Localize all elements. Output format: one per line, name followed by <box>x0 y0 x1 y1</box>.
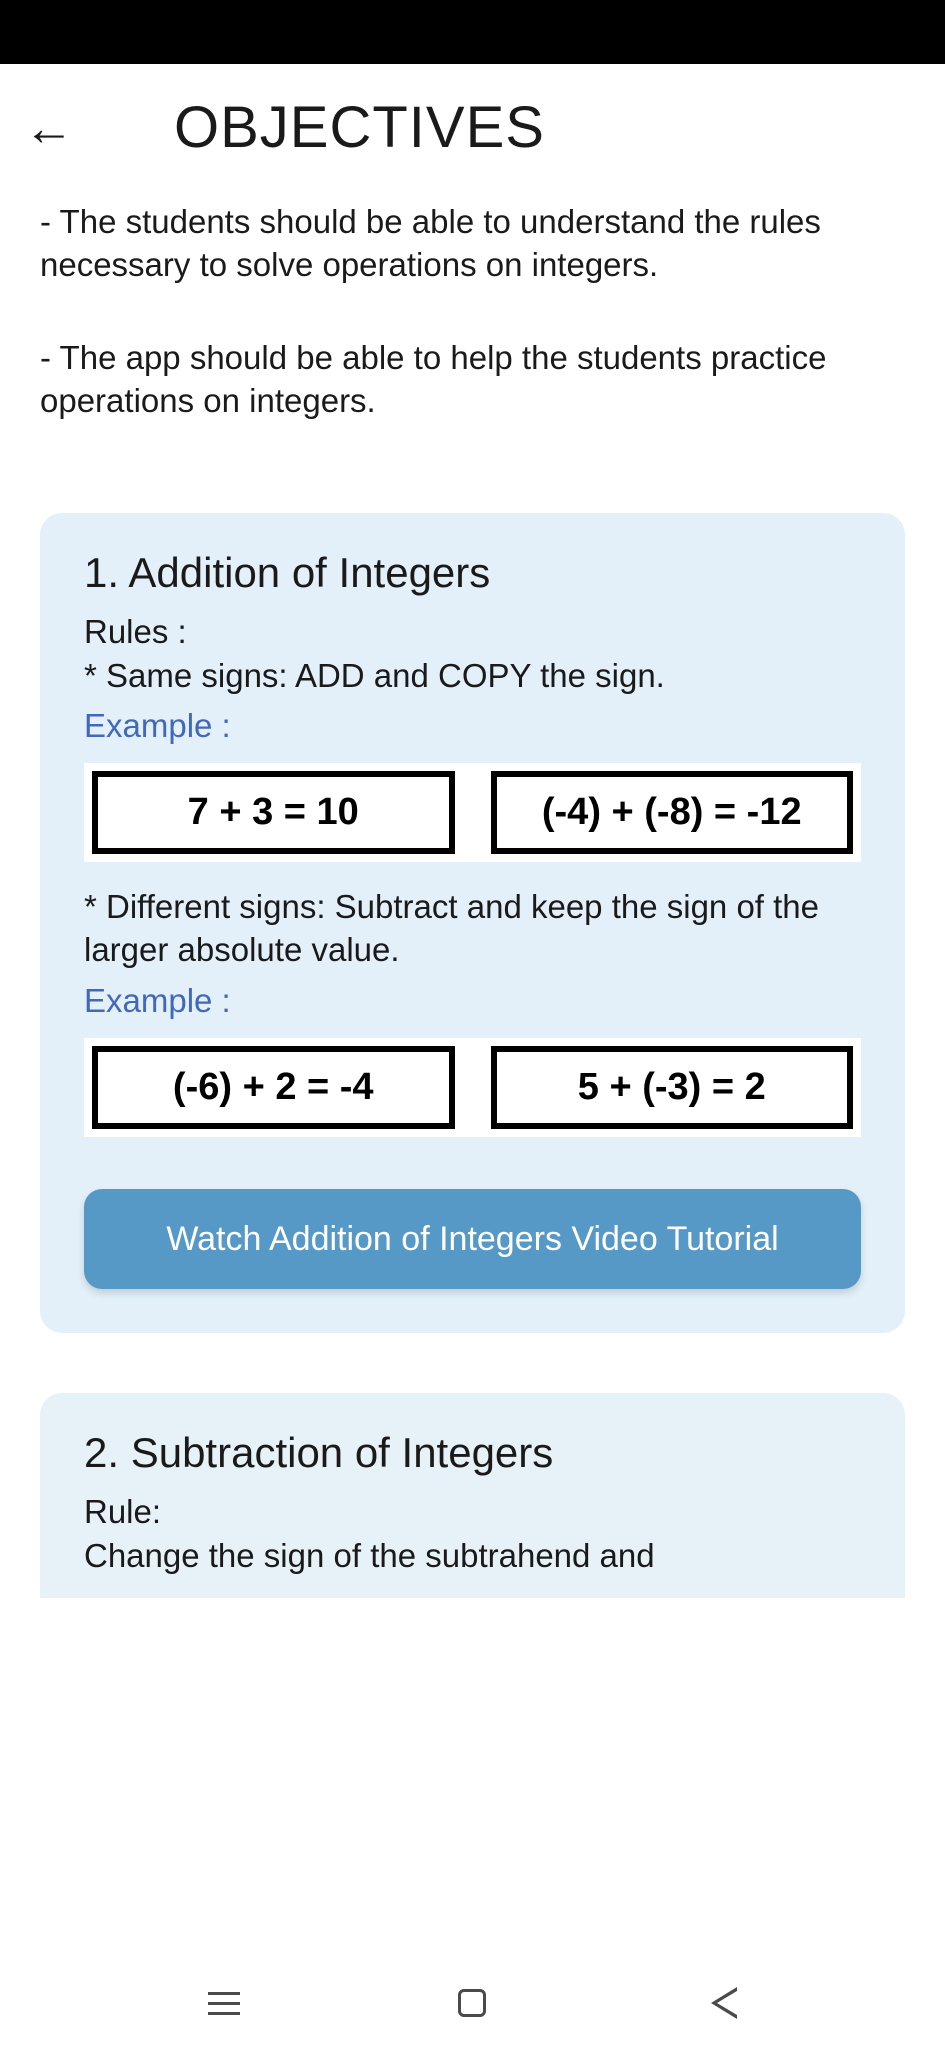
card-title: 1. Addition of Integers <box>84 549 861 597</box>
subtraction-card: 2. Subtraction of Integers Rule: Change … <box>40 1393 905 1598</box>
back-arrow-icon[interactable]: ← <box>24 99 74 157</box>
example-row: (-6) + 2 = -4 5 + (-3) = 2 <box>84 1038 861 1137</box>
example-label: Example : <box>84 707 861 745</box>
example-box: 7 + 3 = 10 <box>92 771 455 854</box>
rule-text: * Same signs: ADD and COPY the sign. <box>84 655 861 698</box>
header: ← OBJECTIVES <box>0 64 945 201</box>
rule-text: Change the sign of the subtrahend and <box>84 1535 861 1578</box>
card-title: 2. Subtraction of Integers <box>84 1429 861 1477</box>
example-label: Example : <box>84 982 861 1020</box>
menu-icon[interactable] <box>204 1983 244 2023</box>
objective-item: - The app should be able to help the stu… <box>40 337 905 423</box>
example-row: 7 + 3 = 10 (-4) + (-8) = -12 <box>84 763 861 862</box>
example-box: (-4) + (-8) = -12 <box>491 771 854 854</box>
status-bar <box>0 0 945 64</box>
addition-card: 1. Addition of Integers Rules : * Same s… <box>40 513 905 1334</box>
back-nav-icon[interactable] <box>701 1983 741 2023</box>
example-box: 5 + (-3) = 2 <box>491 1046 854 1129</box>
home-icon[interactable] <box>452 1983 492 2023</box>
navigation-bar <box>0 1958 945 2048</box>
rule-text: * Different signs: Subtract and keep the… <box>84 886 861 972</box>
page-title: OBJECTIVES <box>174 94 545 161</box>
rule-label: Rule: <box>84 1493 861 1531</box>
objectives-list: - The students should be able to underst… <box>0 201 945 473</box>
example-box: (-6) + 2 = -4 <box>92 1046 455 1129</box>
objective-item: - The students should be able to underst… <box>40 201 905 287</box>
rules-label: Rules : <box>84 613 861 651</box>
watch-video-button[interactable]: Watch Addition of Integers Video Tutoria… <box>84 1189 861 1289</box>
